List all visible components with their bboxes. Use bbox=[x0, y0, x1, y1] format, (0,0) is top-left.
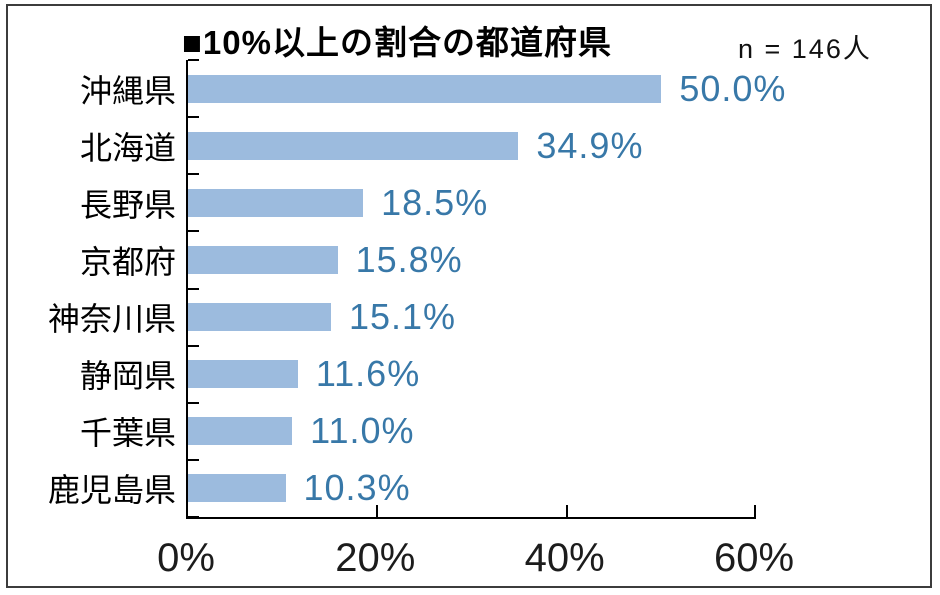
y-axis-tick bbox=[188, 173, 199, 176]
plot-area: 50.0% 34.9% 18.5% 15.8% 15.1% 11.6% 11.0% 10.3% bbox=[186, 59, 785, 519]
x-axis-tick bbox=[376, 505, 379, 517]
bar-value-label: 34.9% bbox=[536, 124, 644, 166]
y-axis-tick bbox=[188, 344, 199, 347]
bar-長野県 bbox=[188, 188, 364, 217]
x-axis-label: 60% bbox=[713, 536, 795, 580]
x-axis-label: 0% bbox=[157, 536, 215, 580]
bar-value-label: 10.3% bbox=[303, 467, 411, 509]
bar-千葉県 bbox=[188, 417, 293, 446]
y-axis-tick bbox=[188, 230, 199, 233]
y-axis-tick bbox=[188, 116, 199, 119]
category-label: 千葉県 bbox=[79, 415, 176, 452]
bar-神奈川県 bbox=[188, 303, 331, 332]
bar-京都府 bbox=[188, 245, 338, 274]
y-axis-tick bbox=[188, 516, 199, 518]
chart-title: ■10%以上の割合の都道府県 bbox=[182, 24, 612, 61]
category-label: 京都府 bbox=[79, 243, 176, 280]
chart-outer-border bbox=[6, 4, 932, 588]
category-label: 静岡県 bbox=[79, 358, 176, 395]
category-label: 北海道 bbox=[79, 129, 176, 166]
y-axis-tick bbox=[188, 59, 199, 61]
bar-value-label: 18.5% bbox=[381, 181, 489, 223]
category-label: 鹿児島県 bbox=[47, 472, 176, 509]
category-label: 長野県 bbox=[79, 186, 176, 223]
bar-北海道 bbox=[188, 131, 519, 160]
category-label: 神奈川県 bbox=[47, 301, 176, 338]
bar-鹿児島県 bbox=[188, 474, 286, 503]
x-axis-label: 40% bbox=[524, 536, 605, 580]
bar-value-label: 50.0% bbox=[679, 67, 787, 109]
y-axis-tick bbox=[188, 401, 199, 404]
bar-value-label: 15.8% bbox=[355, 238, 463, 280]
bar-value-label: 15.1% bbox=[348, 296, 457, 338]
category-label: 沖縄県 bbox=[79, 72, 176, 109]
bar-value-label: 11.0% bbox=[310, 410, 415, 452]
x-axis-tick bbox=[565, 505, 568, 517]
bar-静岡県 bbox=[188, 360, 298, 389]
sample-size-label: n = 146人 bbox=[738, 34, 872, 64]
bar-value-label: 11.6% bbox=[315, 353, 421, 395]
y-axis-tick bbox=[188, 458, 199, 461]
y-axis-tick bbox=[188, 287, 199, 290]
x-axis-label: 20% bbox=[335, 536, 416, 580]
category-axis-labels: 沖縄県北海道長野県京都府神奈川県静岡県千葉県鹿児島県 bbox=[8, 60, 176, 517]
x-axis-tick bbox=[754, 505, 756, 517]
x-axis-labels: 0% 20% 40% 60% bbox=[157, 536, 794, 586]
bar-沖縄県 bbox=[188, 74, 662, 103]
